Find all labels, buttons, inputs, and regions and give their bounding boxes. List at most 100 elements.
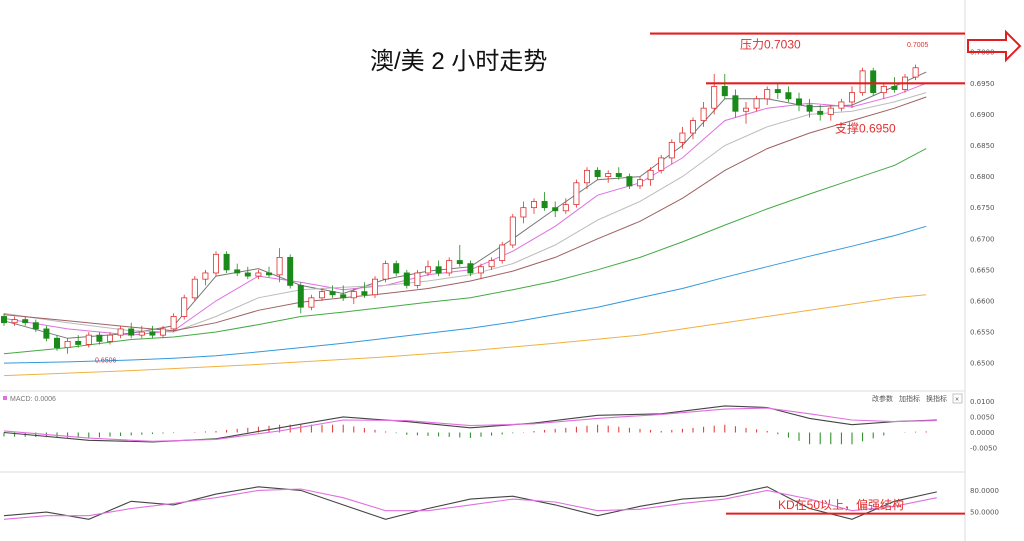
candle-body: [700, 107, 707, 122]
candle: [265, 266, 272, 278]
candle: [849, 86, 856, 109]
candle-body: [403, 272, 410, 286]
candle-body: [22, 319, 29, 324]
candle: [509, 213, 516, 249]
candle: [605, 170, 612, 183]
candle-body: [265, 272, 272, 276]
candle-body: [234, 269, 241, 274]
candle: [573, 179, 580, 208]
candle-body: [753, 98, 760, 109]
candle-body: [796, 98, 803, 106]
candle: [361, 282, 368, 298]
candle-body: [817, 110, 824, 115]
candle: [117, 325, 124, 339]
add-indicator-button[interactable]: 加指标: [899, 394, 920, 403]
candle-body: [849, 92, 856, 103]
candle: [318, 288, 325, 301]
candle: [202, 269, 209, 286]
moving-average-line-ma20: [3, 92, 927, 333]
candle: [340, 285, 347, 301]
close-panel-button[interactable]: [952, 393, 963, 404]
candle: [75, 335, 82, 348]
candle: [499, 241, 506, 264]
candle-body: [414, 272, 421, 286]
candle: [456, 244, 463, 267]
candle-body: [11, 319, 18, 324]
candle: [424, 260, 431, 277]
candle: [255, 269, 262, 280]
candle: [690, 117, 697, 140]
candle-body: [54, 337, 61, 348]
price-tick-label: 0.6700: [970, 235, 995, 243]
candle: [743, 101, 750, 124]
switch-indicator-button[interactable]: 换指标: [926, 394, 947, 403]
candle-body: [880, 86, 887, 94]
macd-dea-line: [3, 407, 937, 442]
candle-body: [318, 291, 325, 299]
candle-body: [870, 70, 877, 94]
candle-body: [562, 204, 569, 212]
candle: [827, 105, 834, 121]
candle: [191, 276, 198, 301]
candle-body: [721, 86, 728, 97]
candle-body: [626, 176, 633, 187]
candle-body: [223, 253, 230, 271]
price-tick-label: 0.6500: [970, 360, 995, 368]
candle: [562, 198, 569, 214]
candle-body: [912, 67, 919, 78]
candle-body: [446, 260, 453, 274]
candle: [350, 288, 357, 305]
candle: [128, 322, 135, 339]
candle-body: [806, 104, 813, 112]
candle: [870, 67, 877, 96]
candle: [764, 86, 771, 106]
candle-body: [541, 201, 548, 209]
candle-body: [859, 70, 866, 94]
price-axis: 0.70000.69500.69000.68500.68000.67500.67…: [970, 49, 995, 368]
candle: [467, 260, 474, 277]
candle-body: [690, 120, 697, 134]
price-panel: 0.70000.69500.69000.68500.68000.67500.67…: [0, 29, 1022, 377]
candle-body: [212, 253, 219, 274]
candlestick-series: [0, 64, 919, 354]
candle-body: [191, 278, 198, 299]
candle: [711, 73, 718, 115]
candle-body: [711, 86, 718, 109]
candle-body: [509, 216, 516, 246]
candle: [107, 332, 114, 345]
candle: [170, 313, 177, 333]
candle-body: [573, 182, 580, 205]
moving-average-line-ma250: [3, 294, 927, 377]
candle-body: [499, 244, 506, 261]
candle-body: [43, 328, 50, 339]
candle: [138, 325, 145, 339]
candle: [912, 64, 919, 81]
candle-body: [361, 291, 368, 296]
candle-body: [128, 328, 135, 336]
candle-body: [838, 101, 845, 109]
candle-body: [488, 260, 495, 268]
macd-lines: [3, 405, 937, 443]
candle: [891, 77, 898, 93]
candle-body: [149, 331, 156, 336]
candle: [446, 257, 453, 277]
kd-d-line: [3, 488, 937, 520]
candle-body: [138, 331, 145, 336]
candle: [32, 319, 39, 333]
candle: [541, 192, 548, 211]
candle-body: [393, 263, 400, 274]
candle: [615, 167, 622, 180]
price-tick-label: 0.6750: [970, 204, 995, 212]
candle-body: [0, 316, 7, 324]
candle: [637, 176, 644, 190]
candle: [721, 73, 728, 99]
macd-tick-label: -0.0050: [970, 445, 997, 453]
indicator-toolbar: 改参数 加指标 换指标 ×: [872, 393, 963, 404]
candle-body: [774, 89, 781, 94]
macd-value-label: MACD: 0.0006: [10, 396, 56, 403]
candle: [149, 325, 156, 339]
candle-body: [785, 92, 792, 100]
price-tick-label: 0.6800: [970, 173, 995, 181]
breakout-arrow-icon: [967, 29, 1022, 63]
change-params-button[interactable]: 改参数: [872, 394, 893, 403]
